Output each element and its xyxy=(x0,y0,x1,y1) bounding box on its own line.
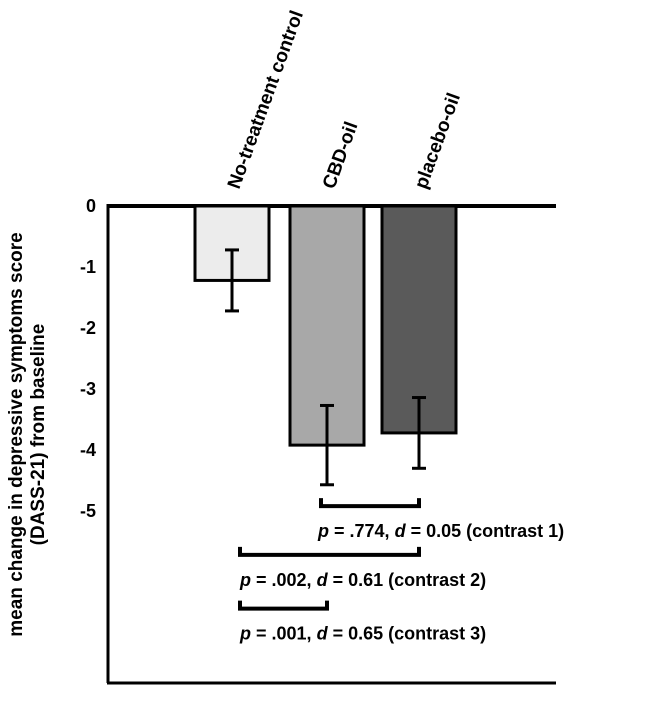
contrast-text: p = .001, d = 0.65 (contrast 3) xyxy=(239,624,486,644)
bars xyxy=(193,204,458,447)
category-label: CBD-oil xyxy=(319,119,363,192)
contrast-text-part: d xyxy=(317,570,329,590)
y-ticks: 0 -1 -2 -3 -4 -5 xyxy=(80,196,96,521)
contrast-text-part: = .002, xyxy=(251,570,317,590)
contrast-bracket xyxy=(238,600,329,611)
y-axis-title: mean change in depressive symptoms score… xyxy=(6,232,49,636)
category-labels: No-treatment control CBD-oil placebo-oil xyxy=(224,8,465,192)
contrast-bracket xyxy=(319,498,421,509)
y-tick-label: 0 xyxy=(86,196,96,216)
y-tick-label: -2 xyxy=(80,318,96,338)
y-tick-label: -5 xyxy=(80,501,96,521)
contrast-text-part: = 0.05 (contrast 1) xyxy=(406,521,565,541)
y-tick-label: -1 xyxy=(80,257,96,277)
error-bar xyxy=(225,248,239,313)
contrast-text: p = .002, d = 0.61 (contrast 2) xyxy=(239,570,486,590)
contrast-text-part: d xyxy=(317,624,329,644)
error-bars xyxy=(225,248,426,487)
contrast-text-part: = 0.61 (contrast 2) xyxy=(328,570,487,590)
contrast-text-part: = .774, xyxy=(329,521,395,541)
contrast-text-part: = .001, xyxy=(251,624,317,644)
contrast-bracket-line xyxy=(238,546,421,557)
y-tick-label: -3 xyxy=(80,379,96,399)
error-bar xyxy=(412,396,426,470)
contrast-text-part: p xyxy=(317,521,329,541)
y-tick-label: -4 xyxy=(80,440,96,460)
contrast-text: p = .774, d = 0.05 (contrast 1) xyxy=(317,521,564,541)
y-axis-title-line: mean change in depressive symptoms score xyxy=(6,232,27,636)
category-label: No-treatment control xyxy=(224,8,308,192)
y-axis-label: mean change in depressive symptoms score… xyxy=(6,232,49,636)
contrast-bracket-line xyxy=(319,498,421,509)
contrast-bracket-line xyxy=(238,600,329,611)
contrast-text-part: = 0.65 (contrast 3) xyxy=(328,624,487,644)
bar xyxy=(380,204,458,435)
contrast-bracket xyxy=(238,546,421,557)
contrast-text-part: p xyxy=(239,624,251,644)
category-label: placebo-oil xyxy=(411,90,465,191)
contrast-text-part: d xyxy=(395,521,407,541)
error-bar xyxy=(320,403,334,487)
contrast-annotations: p = .774, d = 0.05 (contrast 1)p = .002,… xyxy=(238,498,564,644)
contrast-text-part: p xyxy=(239,570,251,590)
y-axis-title-line: (DASS-21) from baseline xyxy=(28,324,49,546)
